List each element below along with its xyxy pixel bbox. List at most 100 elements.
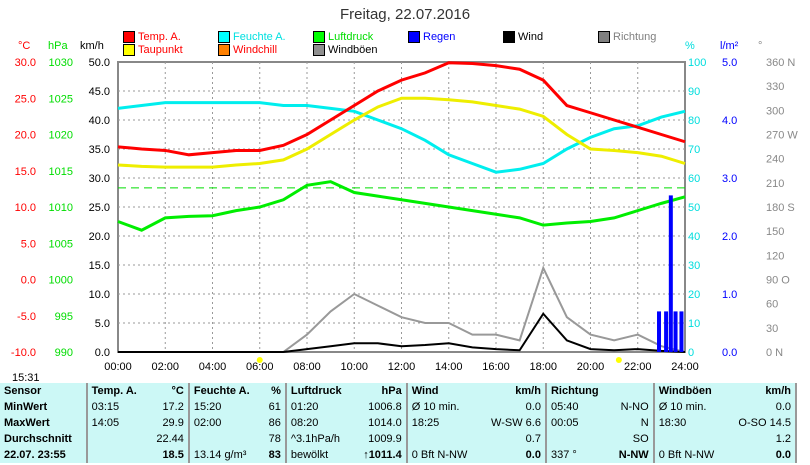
axis-tick-wind: 40.0 bbox=[89, 115, 110, 127]
axis-tick-temp: -10.0 bbox=[11, 347, 36, 359]
axis-tick-dir: 30 bbox=[766, 323, 778, 335]
table-cell: Luftdruck bbox=[290, 385, 342, 397]
axis-tick-wind: 25.0 bbox=[89, 202, 110, 214]
axis-tick-rain: 0.0 bbox=[722, 347, 737, 359]
legend-item: Richtung bbox=[598, 31, 656, 43]
legend-label: Taupunkt bbox=[138, 44, 183, 56]
legend-item: Taupunkt bbox=[123, 44, 183, 56]
table-cell: bewölkt bbox=[290, 449, 329, 461]
table-cell: 1006.8 bbox=[353, 399, 408, 415]
axis-tick-hum: 60 bbox=[688, 173, 700, 185]
legend-swatch bbox=[123, 44, 135, 56]
axis-tick-press: 1030 bbox=[49, 57, 73, 69]
time-tick: 20:00 bbox=[577, 361, 605, 373]
series-taupunkt bbox=[117, 96, 686, 169]
axis-tick-press: 1025 bbox=[49, 93, 73, 105]
series-wind bbox=[118, 312, 686, 353]
axis-tick-hum: 40 bbox=[688, 231, 700, 243]
axis-tick-hum: 100 bbox=[688, 57, 706, 69]
rain-unit: l/m² bbox=[720, 40, 739, 52]
axis-tick-temp: 0.0 bbox=[21, 275, 36, 287]
sunrise-icon bbox=[256, 357, 263, 363]
table-row: MinWert 03:15 17.2 15:20 61 01:20 1006.8 Ø 10 m… bbox=[0, 399, 798, 415]
table-cell: Windböen bbox=[658, 385, 712, 397]
axis-tick-dir: 60 bbox=[766, 299, 778, 311]
legend-item: Feuchte A. bbox=[218, 31, 286, 43]
axis-tick-dir: 0 N bbox=[766, 347, 783, 359]
table-cell: 0 Bft N-NW bbox=[411, 449, 468, 461]
axis-tick-wind: 0.0 bbox=[95, 347, 110, 359]
table-cell: °C bbox=[147, 383, 190, 399]
table-cell: 05:40 bbox=[550, 401, 579, 413]
table-cell bbox=[87, 447, 148, 463]
wind-unit: km/h bbox=[80, 40, 104, 52]
series-luftdruck bbox=[117, 180, 686, 232]
time-tick: 18:00 bbox=[529, 361, 557, 373]
axis-tick-rain: 2.0 bbox=[722, 231, 737, 243]
table-cell: 18.5 bbox=[147, 447, 190, 463]
table-cell: Ø 10 min. bbox=[411, 401, 460, 413]
legend-swatch bbox=[313, 31, 325, 43]
axis-tick-hum: 80 bbox=[688, 115, 700, 127]
table-row: 22.07. 23:55 18.5 13.14 g/m³ 83 bewölkt ↑1011… bbox=[0, 447, 798, 463]
table-cell: 0.0 bbox=[479, 447, 547, 463]
table-cell: 78 bbox=[261, 431, 287, 447]
legend-item: Regen bbox=[408, 31, 455, 43]
table-cell bbox=[609, 383, 655, 399]
series-feuchtea bbox=[117, 101, 686, 174]
legend-label: Richtung bbox=[613, 31, 657, 43]
table-cell: 0 Bft N-NW bbox=[658, 449, 715, 461]
legend-swatch bbox=[598, 31, 610, 43]
legend-item: Temp. A. bbox=[123, 31, 181, 43]
rain-bar bbox=[679, 311, 684, 352]
table-cell: Richtung bbox=[550, 385, 599, 397]
axis-tick-dir: 180 S bbox=[766, 202, 795, 214]
sunset-icon bbox=[615, 357, 622, 363]
temp-unit: °C bbox=[18, 40, 31, 52]
axis-tick-wind: 30.0 bbox=[89, 173, 110, 185]
table-cell: 17.2 bbox=[147, 399, 190, 415]
table-cell bbox=[87, 431, 148, 447]
table-cell: 337 ° bbox=[550, 449, 577, 461]
axis-tick-hum: 30 bbox=[688, 260, 700, 272]
time-tick: 02:00 bbox=[151, 361, 179, 373]
legend-item: Wind bbox=[503, 31, 543, 43]
legend-label: Feuchte A. bbox=[233, 31, 286, 43]
table-cell: SO bbox=[609, 431, 655, 447]
axis-tick-wind: 35.0 bbox=[89, 144, 110, 156]
table-cell: 22.44 bbox=[147, 431, 190, 447]
table-cell: Wind bbox=[411, 385, 439, 397]
table-cell: 18:25 bbox=[411, 417, 440, 429]
table-cell: 83 bbox=[261, 447, 287, 463]
axis-tick-temp: 30.0 bbox=[15, 57, 36, 69]
table-cell: 08:20 bbox=[290, 417, 319, 429]
axis-tick-dir: 240 bbox=[766, 154, 784, 166]
legend-swatch bbox=[503, 31, 515, 43]
axis-tick-press: 1010 bbox=[49, 202, 73, 214]
rain-bar bbox=[673, 311, 678, 352]
table-cell: 0.0 bbox=[726, 447, 798, 463]
table-cell bbox=[189, 431, 262, 447]
table-cell: 02:00 bbox=[193, 417, 222, 429]
clock: 15:31 bbox=[12, 372, 40, 384]
legend-label: Windchill bbox=[233, 44, 278, 56]
axis-tick-rain: 3.0 bbox=[722, 173, 737, 185]
table-cell: Temp. A. bbox=[91, 385, 137, 397]
axis-tick-temp: 15.0 bbox=[15, 166, 36, 178]
time-tick: 06:00 bbox=[246, 361, 274, 373]
table-cell bbox=[546, 431, 610, 447]
legend-swatch bbox=[218, 44, 230, 56]
weather-chart: 30.025.020.015.010.05.00.0-5.0-10.010301… bbox=[11, 57, 798, 373]
time-tick: 04:00 bbox=[199, 361, 227, 373]
table-cell: N bbox=[609, 415, 655, 431]
axis-tick-press: 1000 bbox=[49, 275, 73, 287]
legend-item: Luftdruck bbox=[313, 31, 373, 43]
table-row: Sensor Temp. A. °C Feuchte A.% Luftdruck hPa W… bbox=[0, 383, 798, 399]
axis-tick-temp: 20.0 bbox=[15, 130, 36, 142]
axis-tick-wind: 50.0 bbox=[89, 57, 110, 69]
axis-tick-press: 990 bbox=[55, 347, 73, 359]
axis-tick-hum: 50 bbox=[688, 202, 700, 214]
table-cell: km/h bbox=[479, 383, 547, 399]
legend-item: Windböen bbox=[313, 44, 378, 56]
legend-swatch bbox=[123, 31, 135, 43]
